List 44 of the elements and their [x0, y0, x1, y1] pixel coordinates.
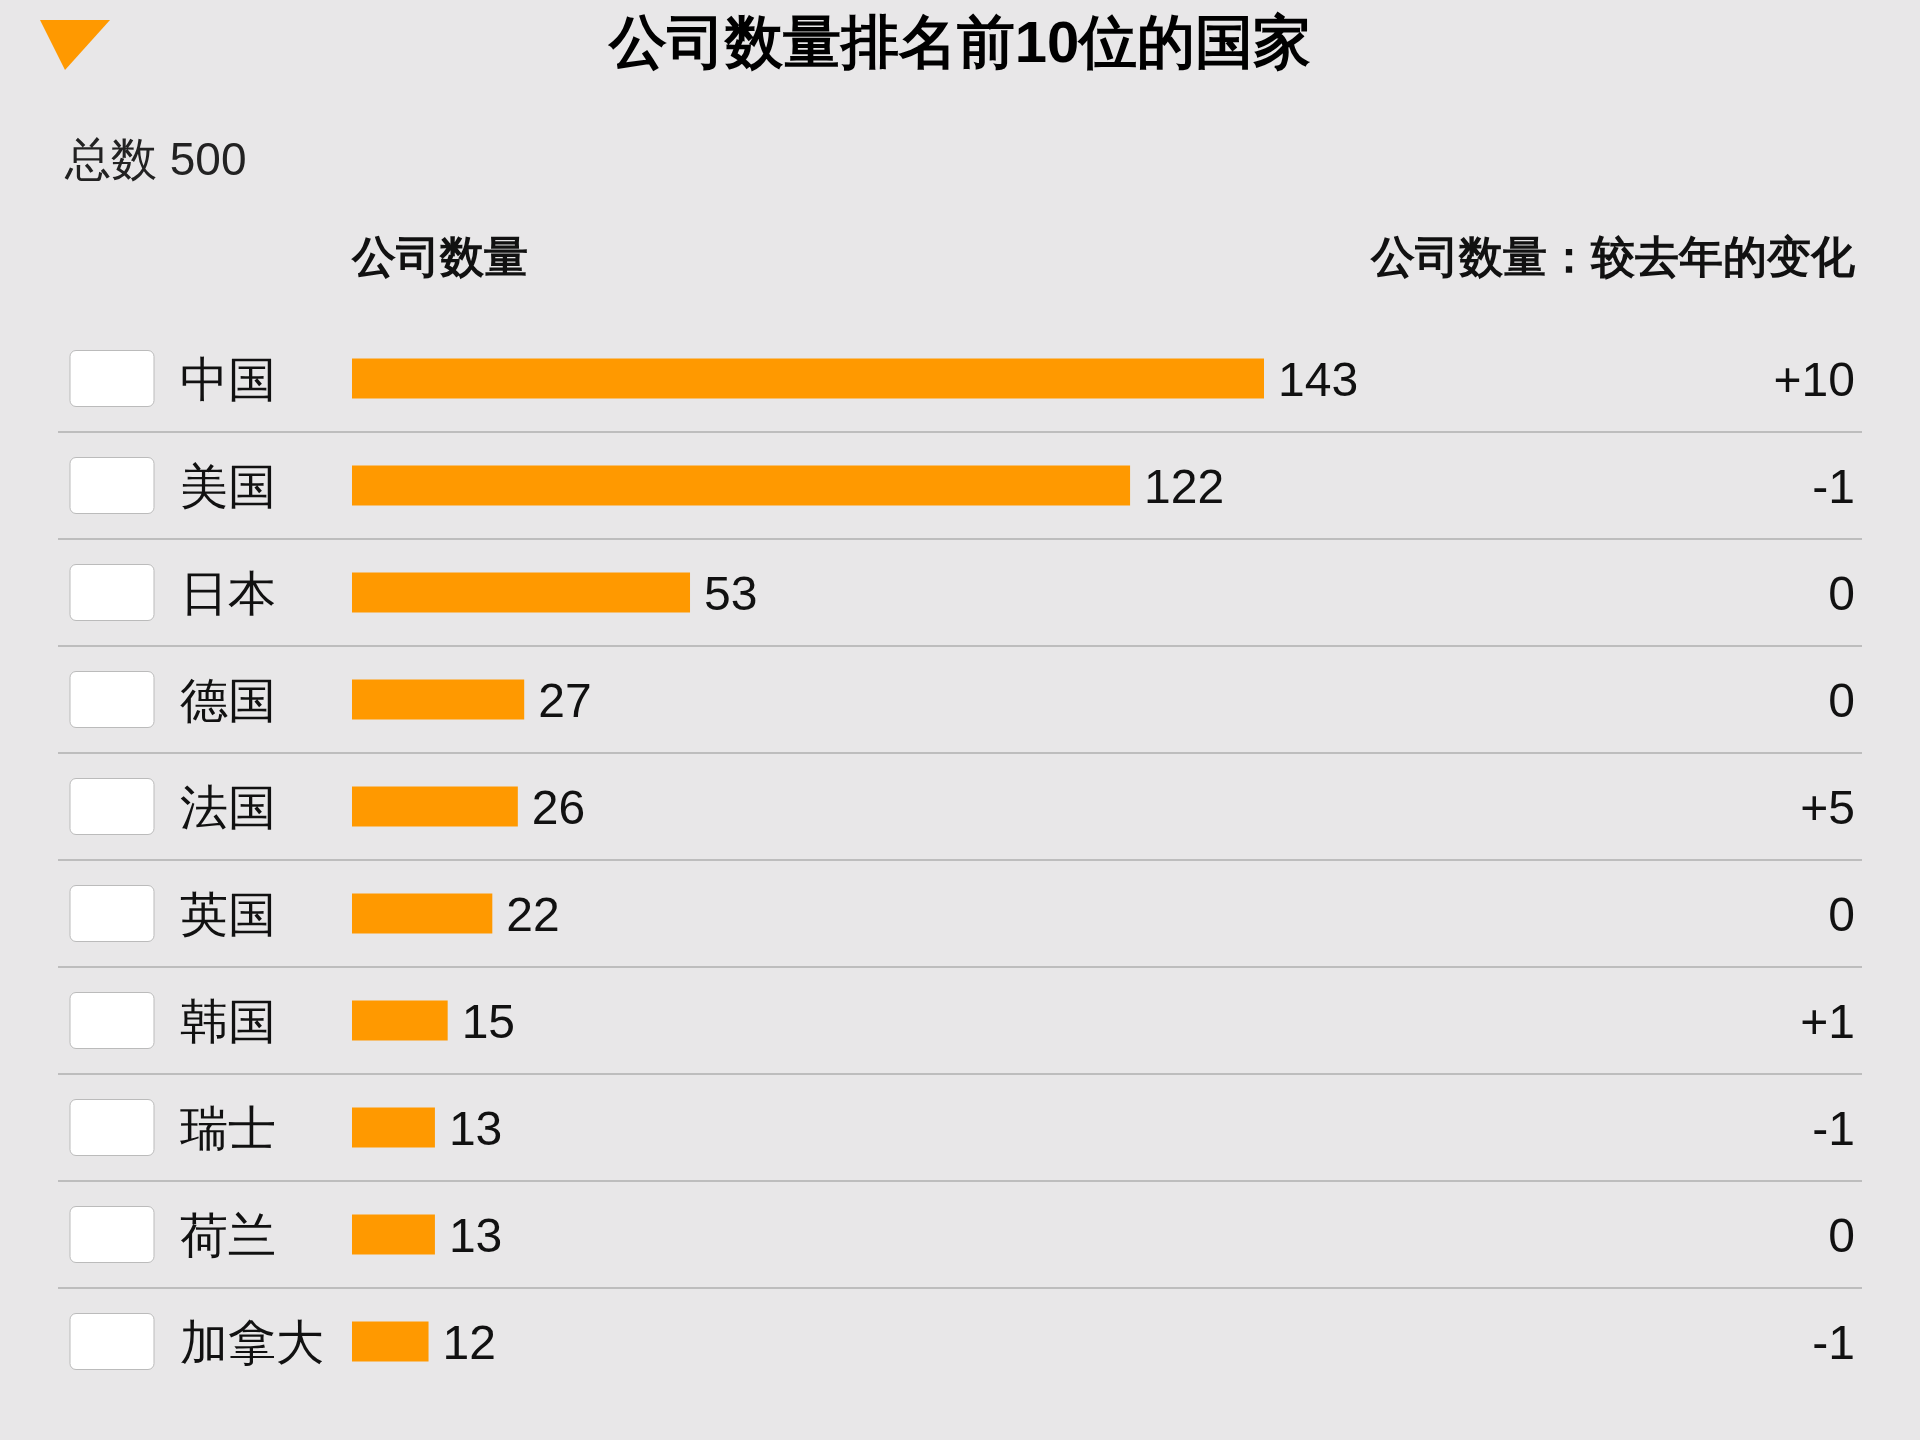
bar [352, 1214, 435, 1255]
y-tick-label: 德国 [180, 673, 276, 727]
text: 0 [1828, 673, 1855, 727]
y-tick-label: 日本 [180, 566, 276, 620]
bar [352, 679, 525, 720]
data-label: 22 [506, 887, 560, 941]
text: 0 [1828, 1208, 1855, 1262]
data-label: 143 [1278, 352, 1359, 406]
bar [352, 893, 493, 934]
y-tick-label: 法国 [180, 780, 276, 834]
data-label: 53 [704, 566, 758, 620]
text: +5 [1800, 780, 1855, 834]
bar [352, 465, 1131, 506]
data-label: 13 [448, 1208, 503, 1262]
text: +1 [1800, 994, 1855, 1048]
text: -1 [1812, 1101, 1855, 1155]
data-label: 26 [531, 780, 586, 834]
chart-subtitle: 总数 500 [64, 133, 247, 185]
y-tick-label: 英国 [180, 887, 276, 941]
data-label: 122 [1144, 459, 1225, 513]
x-axis-title: 公司数量 [351, 232, 528, 281]
y-tick-label: 韩国 [180, 994, 276, 1048]
text: 0 [1828, 887, 1855, 941]
y-tick-label: 瑞士 [180, 1101, 276, 1155]
text: 0 [1828, 566, 1855, 620]
y-tick-label: 中国 [180, 352, 276, 406]
text: -1 [1812, 459, 1855, 513]
data-label: 12 [442, 1315, 496, 1369]
data-label: 15 [461, 994, 516, 1048]
data-label: 13 [448, 1101, 503, 1155]
bar [352, 1321, 429, 1362]
bar [352, 1000, 448, 1041]
text: 公司数量：较去年的变化 [1370, 232, 1856, 281]
text: -1 [1812, 1315, 1855, 1369]
y-tick-label: 美国 [180, 459, 276, 513]
chart-title: 公司数量排名前10位的国家 [606, 9, 1312, 74]
bar [352, 572, 691, 613]
data-label: 27 [538, 673, 592, 727]
text: +10 [1773, 352, 1855, 406]
y-tick-label: 荷兰 [180, 1208, 276, 1262]
y-tick-label: 加拿大 [180, 1315, 324, 1369]
bar [352, 358, 1264, 399]
bar [352, 786, 518, 827]
bar [352, 1107, 435, 1148]
